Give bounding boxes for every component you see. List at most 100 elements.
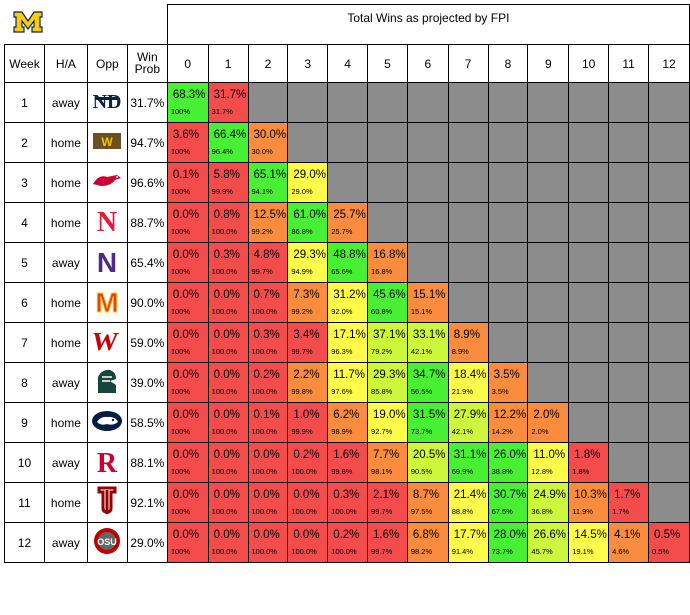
- opponent-cell: [86, 482, 128, 523]
- exact-wins-prob: 26.6%: [533, 529, 567, 541]
- heatmap-cell: 0.0% 100%: [166, 202, 209, 243]
- table-row: 9 home 58.5% 0.0% 100% 0.0% 100.0% 0.1% 100.0% 1.…: [4, 402, 690, 443]
- exact-wins-prob: 15.1%: [412, 289, 446, 301]
- penn-state-logo-icon: [91, 410, 123, 432]
- week-cell: 12: [4, 522, 45, 563]
- heatmap-cell: 15.1% 15.1%: [406, 282, 449, 323]
- empty-cell: [648, 442, 690, 483]
- heatmap-cell: 20.5% 90.5%: [406, 442, 449, 483]
- empty-cell: [608, 402, 649, 443]
- heatmap-cell: 29.3% 94.9%: [287, 242, 329, 283]
- heatmap-cell: 37.1% 79.2%: [367, 322, 408, 363]
- exact-wins-prob: 2.1%: [373, 489, 400, 501]
- cumulative-prob: 67.5%: [491, 507, 513, 516]
- heatmap-cell: 0.0% 100.0%: [207, 282, 249, 323]
- heatmap-cell: 0.3% 100.0%: [327, 482, 369, 523]
- heatmap-cell: 48.8% 65.6%: [327, 242, 369, 283]
- home-away-cell: home: [43, 162, 88, 203]
- exact-wins-prob: 0.3%: [333, 489, 360, 501]
- empty-cell: [568, 322, 610, 363]
- exact-wins-prob: 0.8%: [213, 209, 240, 221]
- cumulative-prob: 99.7%: [291, 347, 313, 356]
- exact-wins-prob: 2.2%: [293, 369, 320, 381]
- cumulative-prob: 42.1%: [451, 427, 473, 436]
- empty-cell: [367, 202, 408, 243]
- win-prob-cell: 39.0%: [126, 362, 168, 403]
- win-projection-table: Total Wins as projected by FPI Week H/A …: [4, 4, 690, 563]
- empty-cell: [648, 242, 690, 283]
- opponent-cell: M: [86, 282, 128, 323]
- cumulative-prob: 91.4%: [451, 547, 473, 556]
- heatmap-cell: 0.0% 100.0%: [207, 482, 249, 523]
- cumulative-prob: 100.0%: [211, 307, 238, 316]
- heatmap-cell: 0.5% 0.5%: [648, 522, 690, 563]
- exact-wins-prob: 1.8%: [574, 449, 601, 461]
- heatmap-cell: 0.0% 100.0%: [287, 482, 329, 523]
- heatmap-cell: 2.1% 99.7%: [367, 482, 408, 523]
- exact-wins-prob: 30.7%: [493, 489, 527, 501]
- win-prob-cell: 58.5%: [126, 402, 168, 443]
- table-row: 12 away OSU 29.0% 0.0% 100% 0.0% 100.0% 0.0% 100.…: [4, 522, 690, 563]
- empty-cell: [608, 242, 649, 283]
- cumulative-prob: 4.6%: [612, 547, 630, 556]
- exact-wins-prob: 0.3%: [213, 249, 240, 261]
- home-away-cell: away: [43, 242, 88, 283]
- exact-wins-prob: 31.1%: [453, 449, 487, 461]
- exact-wins-prob: 6.8%: [412, 529, 440, 541]
- empty-cell: [447, 82, 489, 123]
- cumulative-prob: 100.0%: [251, 427, 277, 436]
- exact-wins-prob: 0.1%: [253, 409, 280, 421]
- cumulative-prob: 96.3%: [331, 347, 353, 356]
- cumulative-prob: 98.9%: [331, 427, 353, 436]
- win-prob-cell: 29.0%: [126, 522, 168, 563]
- heatmap-cell: 29.0% 29.0%: [287, 162, 329, 203]
- heatmap-cell: 17.1% 96.3%: [327, 322, 369, 363]
- cumulative-prob: 0.5%: [652, 547, 670, 556]
- empty-cell: [608, 202, 649, 243]
- cumulative-prob: 98.2%: [410, 547, 433, 556]
- column-header-wins-1: 1: [207, 44, 249, 83]
- cumulative-prob: 99.8%: [291, 387, 313, 396]
- cumulative-prob: 21.9%: [451, 387, 473, 396]
- cumulative-prob: 2.0%: [531, 427, 549, 436]
- exact-wins-prob: 0.0%: [253, 529, 280, 541]
- table-row: 6 home M 90.0% 0.0% 100% 0.0% 100.0% 0.7% 100.0% 7…: [4, 282, 690, 323]
- svg-text:M: M: [96, 287, 119, 315]
- cumulative-prob: 99.7%: [371, 547, 393, 556]
- exact-wins-prob: 14.5%: [574, 529, 607, 541]
- cumulative-prob: 100.0%: [211, 427, 238, 436]
- empty-cell: [327, 82, 369, 123]
- week-cell: 2: [4, 122, 45, 163]
- exact-wins-prob: 6.2%: [333, 409, 360, 421]
- home-away-cell: home: [43, 322, 88, 363]
- heatmap-cell: 0.0% 100%: [166, 402, 209, 443]
- exact-wins-prob: 0.2%: [253, 369, 280, 381]
- heatmap-cell: 3.6% 100%: [166, 122, 209, 163]
- week-cell: 6: [4, 282, 45, 323]
- exact-wins-prob: 31.5%: [412, 409, 446, 421]
- exact-wins-prob: 29.3%: [293, 249, 326, 261]
- empty-cell: [406, 202, 449, 243]
- cumulative-prob: 100%: [170, 187, 190, 196]
- heatmap-cell: 29.3% 85.8%: [367, 362, 408, 403]
- empty-cell: [367, 82, 408, 123]
- heatmap-cell: 7.7% 98.1%: [367, 442, 408, 483]
- empty-cell: [447, 162, 489, 203]
- heatmap-cell: 31.2% 92.0%: [327, 282, 369, 323]
- cumulative-prob: 25.7%: [331, 227, 353, 236]
- heatmap-cell: 8.9% 8.9%: [447, 322, 489, 363]
- heatmap-cell: 0.0% 100.0%: [247, 522, 289, 563]
- cumulative-prob: 73.7%: [491, 547, 513, 556]
- cumulative-prob: 86.8%: [291, 227, 313, 236]
- column-header-wins-3: 3: [287, 44, 329, 83]
- cumulative-prob: 73.7%: [410, 427, 433, 436]
- exact-wins-prob: 11.0%: [533, 449, 566, 461]
- table-row: 2 home W 94.7% 3.6% 100% 66.4% 96.4% 30.0% 30.0%: [4, 122, 690, 163]
- exact-wins-prob: 1.0%: [293, 409, 320, 421]
- heatmap-cell: 0.0% 100%: [166, 242, 209, 283]
- empty-cell: [327, 162, 369, 203]
- heatmap-cell: 21.4% 88.8%: [447, 482, 489, 523]
- heatmap-cell: 33.1% 42.1%: [406, 322, 449, 363]
- exact-wins-prob: 29.0%: [293, 169, 326, 181]
- cumulative-prob: 36.8%: [531, 507, 553, 516]
